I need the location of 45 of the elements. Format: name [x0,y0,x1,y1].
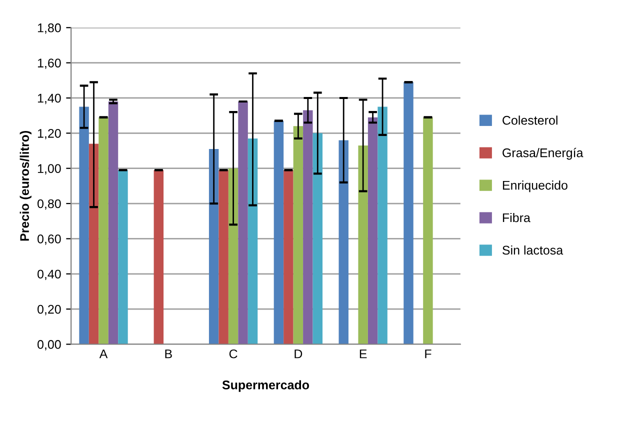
x-tick-label: A [99,350,108,358]
bar [312,133,323,344]
bar [79,106,89,344]
legend-label: Grasa/Energía [502,148,584,160]
bar [303,110,313,344]
bar [358,145,368,344]
bar [228,168,238,344]
y-tick-label: 0,40 [38,270,61,280]
legend-label: Sin lactosa [502,245,564,255]
bar [118,170,128,344]
bar [368,117,378,344]
y-tick-label: 0,00 [38,340,61,350]
x-tick-label: E [360,350,367,358]
bar [284,170,294,344]
bar [208,149,219,344]
bar [98,117,108,344]
y-tick-label: 1,60 [38,58,61,69]
legend-label: Enriquecido [502,180,568,192]
bar [378,106,388,344]
bar [274,120,284,344]
y-tick-label: 0,60 [38,234,61,245]
legend-label: Colesterol [502,116,558,125]
x-tick-label: C [229,349,238,358]
bar [248,138,258,344]
y-tick-label: 0,80 [38,199,61,210]
y-tick-label: 0,20 [38,304,61,316]
x-tick-label: D [294,350,302,358]
y-tick-label: 1,80 [38,23,61,34]
y-tick-label: 1,00 [38,164,61,174]
bar [88,144,99,344]
y-tick-label: 1,40 [38,94,61,104]
y-axis-title: Precio (euros/litro) [20,130,32,241]
bar [404,82,414,344]
legend-label: Fibra [502,212,530,222]
bar [338,140,348,344]
bar [218,170,228,344]
x-tick-label: F [425,350,432,358]
bar [423,117,433,344]
bar [238,102,248,344]
bar [293,126,304,344]
bar [154,170,164,344]
x-axis-title: Supermercado [222,380,310,392]
y-tick-label: 1,20 [38,128,61,140]
bar [108,102,118,344]
x-tick-label: B [165,350,172,358]
